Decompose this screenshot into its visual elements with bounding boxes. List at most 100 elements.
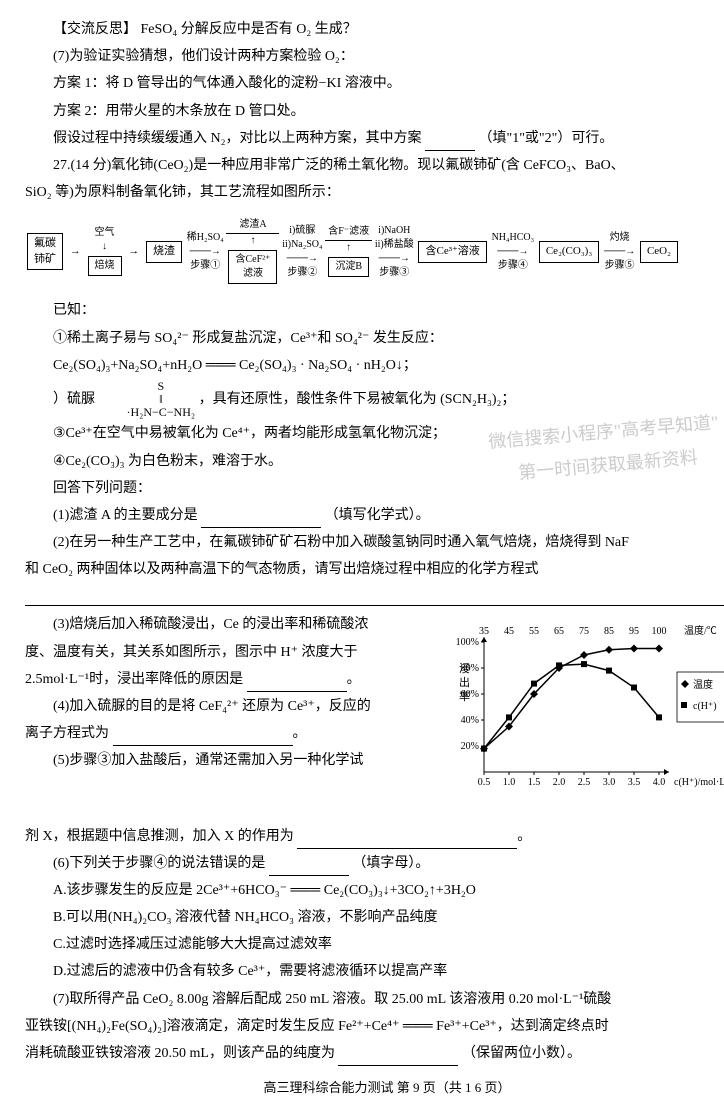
flow-node-ore: 氟碳 铈矿: [27, 233, 63, 270]
question-5b: 剂 X，根据题中信息推测，加入 X 的作用为 。: [25, 824, 724, 849]
blank-q4[interactable]: [113, 729, 293, 747]
known-1-eq: Ce₂(SO₄)₃+Na₂SO₄+nH₂O ═══ Ce₂(SO₄)₃ · Na…: [25, 353, 724, 378]
q6-end: （填字母）。: [352, 856, 429, 871]
flow-s2b: ii)Na₂SO₄: [282, 238, 322, 252]
flow-filtrate-residue: 滤渣A ↑ 含CeF²⁺ 滤液: [226, 217, 279, 286]
question-2b: 和 CeO₂ 两种固体以及两种高温下的气态物质，请写出焙烧过程中相应的化学方程式: [25, 557, 724, 582]
q7c-text: 消耗硫酸亚铁铵溶液 20.50 mL，则该产品的纯度为: [25, 1046, 335, 1061]
flow-residue-a: 滤渣A: [226, 217, 279, 234]
svg-text:2.0: 2.0: [553, 777, 566, 788]
flow-step5: 灼烧 ───→ 步骤⑤: [604, 231, 635, 273]
assumption-line: 假设过程中持续缓缓通入 N₂，对比以上两种方案，其中方案 （填"1"或"2"）可…: [25, 126, 724, 151]
arrow-icon: →: [128, 244, 139, 259]
blank-q6[interactable]: [269, 858, 349, 876]
svg-text:温度: 温度: [693, 678, 713, 691]
page-footer: 高三理科综合能力测试 第 9 页（共 1 6 页）: [25, 1076, 724, 1099]
q7-end: （保留两位小数）。: [462, 1046, 581, 1061]
flow-step4: NH₄HCO₃ ───→ 步骤④: [492, 231, 535, 273]
svg-text:35: 35: [479, 626, 489, 637]
thio-base: ·H₂N−C−NH₂: [99, 406, 196, 419]
flow-s2c: 步骤②: [282, 266, 322, 280]
svg-text:0.5: 0.5: [478, 777, 491, 788]
blank-q5[interactable]: [297, 831, 517, 849]
question-7c: 消耗硫酸亚铁铵溶液 20.50 mL，则该产品的纯度为 （保留两位小数）。: [25, 1041, 724, 1066]
option-d: D.过滤后的滤液中仍含有较多 Ce³⁺，需要将滤液循环以提高产率: [25, 959, 724, 984]
line-7: (7)为验证实验猜想，他们设计两种方案检验 O₂：: [25, 44, 724, 69]
svg-text:温度/℃: 温度/℃: [684, 624, 717, 637]
flow-s1a: 稀H₂SO₄: [187, 231, 224, 245]
flow-air: 空气: [86, 226, 124, 240]
svg-text:40%: 40%: [461, 715, 479, 726]
reflection-line: 【交流反思】 FeSO₄ 分解反应中是否有 O₂ 生成？: [25, 17, 724, 42]
blank-q2[interactable]: [25, 589, 724, 607]
question-7a: (7)取所得产品 CeO₂ 8.00g 溶解后配成 250 mL 溶液。取 25…: [25, 987, 724, 1012]
svg-text:100%: 100%: [456, 637, 479, 648]
process-flow-diagram: 氟碳 铈矿 → 空气 ↓ 焙烧 → 烧渣 稀H₂SO₄ ───→ 步骤① 滤渣A…: [25, 207, 724, 296]
blank-q1[interactable]: [201, 510, 321, 528]
svg-text:出: 出: [459, 675, 470, 689]
flow-s4b: 步骤④: [492, 259, 535, 273]
flow-node-slag: 烧渣: [146, 241, 182, 262]
reflect-title: 【交流反思】: [53, 22, 137, 37]
svg-text:95: 95: [629, 626, 639, 637]
flow-s5a: 灼烧: [604, 231, 635, 245]
flow-node-filtrate1: 含CeF²⁺ 滤液: [228, 250, 277, 284]
k2-mid: ，具有还原性，酸性条件下易被氧化为 (SCN₂H₃)₂；: [199, 392, 516, 407]
flow-node-ceo2: CeO₂: [640, 241, 678, 262]
svg-text:3.0: 3.0: [603, 777, 616, 788]
option-b: B.可以用(NH₄)₂CO₃ 溶液代替 NH₄HCO₃ 溶液，不影响产品纯度: [25, 905, 724, 930]
blank-q3[interactable]: [247, 674, 347, 692]
plan-1: 方案 1：将 D 管导出的气体通入酸化的淀粉−KI 溶液中。: [25, 71, 724, 96]
flow-air-stack: 空气 ↓ 焙烧: [86, 226, 124, 278]
q27-header: 27.(14 分)氧化铈(CeO₂)是一种应用非常广泛的稀土氧化物。现以氟碳铈矿…: [25, 153, 724, 178]
flow-node-carbonate: Ce₂(CO₃)₃: [539, 241, 599, 262]
q3c-text: 2.5mol·L⁻¹时，浸出率降低的原因是: [25, 672, 243, 687]
q27-header2: SiO₂ 等)为原料制备氧化铈，其工艺流程如图所示：: [25, 180, 724, 205]
flow-s2a: i)硫脲: [282, 224, 322, 238]
flow-f-filtrate: 含F⁻滤液: [325, 224, 372, 241]
svg-text:浸: 浸: [459, 662, 470, 675]
question-6: (6)下列关于步骤④的说法错误的是 （填字母）。: [25, 851, 724, 876]
svg-text:c(H⁺): c(H⁺): [693, 701, 717, 712]
k2-pre: ）硫脲: [53, 392, 95, 407]
svg-text:c(H⁺)/mol·L⁻¹: c(H⁺)/mol·L⁻¹: [674, 777, 724, 788]
flow-s4a: NH₄HCO₃: [492, 231, 535, 245]
svg-text:4.0: 4.0: [653, 777, 666, 788]
flow-precipitate-stack: 含F⁻滤液 ↑ 沉淀B: [325, 224, 372, 279]
svg-text:率: 率: [459, 689, 470, 703]
q4b-text: 离子方程式为: [25, 726, 109, 741]
reflect-text: FeSO₄ 分解反应中是否有 O₂ 生成？: [141, 22, 357, 37]
question-7b: 亚铁铵[(NH₄)₂Fe(SO₄)₂]溶液滴定，滴定时发生反应 Fe²⁺+Ce⁴…: [25, 1014, 724, 1039]
svg-text:75: 75: [579, 626, 589, 637]
blank-plan[interactable]: [425, 133, 475, 151]
q1-text: (1)滤渣 A 的主要成分是: [53, 508, 198, 523]
flow-s3a: i)NaOH: [375, 224, 414, 238]
q1-end: （填写化学式）。: [325, 508, 430, 523]
svg-text:85: 85: [604, 626, 614, 637]
blank-q7[interactable]: [338, 1048, 458, 1066]
assume-text: 假设过程中持续缓缓通入 N₂，对比以上两种方案，其中方案: [53, 131, 422, 146]
flow-node-precipitate: 沉淀B: [328, 257, 369, 277]
option-c: C.过滤时选择减压过滤能够大大提高过滤效率: [25, 932, 724, 957]
flow-step3: i)NaOH ii)稀盐酸 ───→ 步骤③: [375, 224, 414, 280]
flow-node-roast: 焙烧: [88, 256, 122, 276]
flow-s3c: 步骤③: [375, 266, 414, 280]
svg-text:2.5: 2.5: [578, 777, 591, 788]
thio-s: S: [99, 380, 196, 393]
svg-text:55: 55: [529, 626, 539, 637]
known-header: 已知：: [25, 298, 724, 323]
flow-step1: 稀H₂SO₄ ───→ 步骤①: [187, 231, 224, 273]
question-1: (1)滤渣 A 的主要成分是 （填写化学式）。: [25, 503, 724, 528]
option-a: A.该步骤发生的反应是 2Ce³⁺+6HCO₃⁻ ═══ Ce₂(CO₃)₃↓+…: [25, 878, 724, 903]
plan-2: 方案 2：用带火星的木条放在 D 管口处。: [25, 99, 724, 124]
assume-end: （填"1"或"2"）可行。: [479, 131, 614, 146]
flow-step2: i)硫脲 ii)Na₂SO₄ ───→ 步骤②: [282, 224, 322, 280]
question-2a: (2)在另一种生产工艺中，在氟碳铈矿矿石粉中加入碳酸氢钠同时通入氧气焙烧，焙烧得…: [25, 530, 724, 555]
thiourea-structure: S ‖ ·H₂N−C−NH₂: [99, 380, 196, 420]
known-1: ①稀土离子易与 SO₄²⁻ 形成复盐沉淀，Ce³⁺和 SO₄²⁻ 发生反应：: [25, 326, 724, 351]
svg-text:1.0: 1.0: [503, 777, 516, 788]
svg-text:65: 65: [554, 626, 564, 637]
flow-node-ce3: 含Ce³⁺溶液: [418, 241, 486, 262]
svg-text:20%: 20%: [461, 741, 479, 752]
q6-text: (6)下列关于步骤④的说法错误的是: [53, 856, 265, 871]
